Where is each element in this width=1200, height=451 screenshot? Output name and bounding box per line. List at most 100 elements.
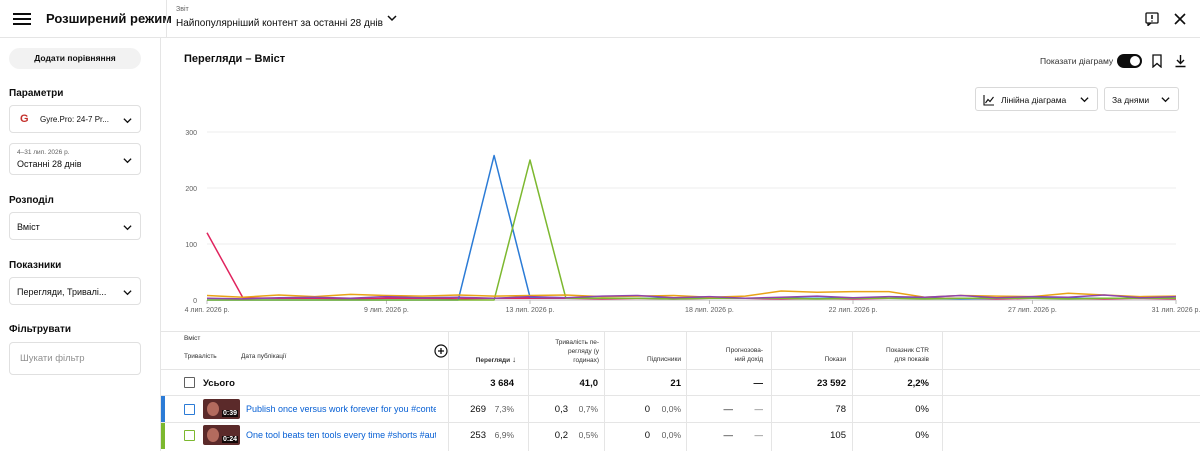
app-title: Розширений режим [46,11,172,26]
row-ctr: 0% [915,404,929,415]
row-views-pct: 6,9% [494,430,514,440]
parameters-label: Параметри [9,88,64,99]
views-line-chart: 0 100 200 300 4 лип. 2026 р. 9 лип. 2026 р. 13… [185,130,1200,314]
col-impressions-header[interactable]: Покази [824,356,846,363]
row-subs: 0 [644,404,650,415]
row-revenue-pct: — [754,430,764,440]
show-chart-label: Показати діаграму [1040,56,1114,66]
top-bar: Розширений режим Звіт Найпопулярніший ко… [0,0,1200,38]
bookmark-icon[interactable] [1151,54,1163,68]
col-divider [771,332,772,451]
col-ctr-line1: Показник CTR [885,347,929,354]
video-thumbnail[interactable]: 0:39 [203,399,240,419]
x-tick-label: 9 лип. 2026 р. [364,307,409,314]
chevron-down-icon [123,158,132,164]
channel-selector[interactable]: G Gyre.Pro: 24-7 Pr... [9,105,141,133]
row-ctr: 0% [915,430,929,441]
chevron-down-icon [1161,97,1170,103]
video-duration: 0:24 [221,436,238,443]
chevron-down-icon[interactable] [387,14,397,22]
download-icon[interactable] [1174,54,1187,68]
chevron-down-icon [1080,97,1089,103]
col-views-header[interactable]: Перегляди ↓ [456,355,516,365]
row-subs: 0 [644,430,650,441]
x-tick-label: 4 лип. 2026 р. [185,307,230,314]
show-chart-toggle[interactable] [1117,54,1142,68]
col-ctr-header[interactable]: Показник CTR для показів [856,346,929,364]
col-watchtime-line1: Тривалість пе- [555,339,599,346]
row-checkbox[interactable] [184,404,195,415]
sort-down-icon: ↓ [512,355,516,364]
total-subs: 21 [670,378,681,389]
series-line-4[interactable] [206,290,1177,298]
col-pubdate-header[interactable]: Дата публікації [241,353,287,360]
select-all-checkbox[interactable] [184,377,195,388]
data-table: Вміст Тривалість Дата публікації Перегля… [161,331,1200,451]
row-watchtime-pct: 0,5% [578,430,598,440]
y-tick-label: 300 [185,130,197,137]
col-subs-header[interactable]: Підписники [646,356,681,363]
close-icon[interactable] [1173,12,1187,26]
video-thumbnail[interactable]: 0:24 [203,425,240,445]
series-line-2[interactable] [207,154,1176,301]
col-views-label: Перегляди [475,357,511,364]
chart-type-dropdown[interactable]: Лінійна діаграма [975,87,1098,111]
col-divider [528,332,529,451]
row-views-pct: 7,3% [494,404,514,414]
total-label: Усього [203,378,235,389]
x-tick-label: 13 лип. 2026 р. [506,307,555,314]
granularity-label: За днями [1112,95,1150,105]
chart-type-label: Лінійна діаграма [1001,95,1067,105]
breakdown-label: Розподіл [9,195,54,206]
channel-value: Gyre.Pro: 24-7 Pr... [40,115,109,124]
menu-icon[interactable] [13,10,31,28]
add-metric-icon[interactable] [434,344,448,358]
col-revenue-header[interactable]: Прогнозова- ний дохід [691,346,763,364]
row-divider [161,369,1200,370]
row-views: 253 [470,430,486,441]
row-impressions: 78 [835,404,846,415]
row-watchtime-pct: 0,7% [578,404,598,414]
row-subs-pct: 0,0% [661,404,681,414]
toggle-knob [1130,56,1140,66]
video-title-link[interactable]: Publish once versus work forever for you… [246,404,436,414]
row-color-bar [161,396,165,422]
date-value: Останні 28 днів [17,159,82,169]
row-checkbox[interactable] [184,430,195,441]
series-line-1[interactable] [206,232,1177,300]
col-duration-header[interactable]: Тривалість [184,353,217,360]
y-tick-label: 0 [193,298,197,305]
report-selector[interactable]: Звіт Найпопулярніший контент за останні … [176,6,383,31]
filter-label: Фільтрувати [9,324,71,335]
thumbnail-face [207,402,219,416]
x-tick-label: 27 лип. 2026 р. [1008,307,1057,314]
date-range-selector[interactable]: 4–31 лип. 2026 р. Останні 28 днів [9,143,141,175]
col-watchtime-line3: годинах) [573,357,599,364]
report-value: Найпопулярніший контент за останні 28 дн… [176,18,383,29]
col-watchtime-header[interactable]: Тривалість пе- регляду (у годинах) [531,338,599,365]
video-title-link[interactable]: One tool beats ten tools every time #sho… [246,430,436,440]
row-watchtime: 0,2 [554,430,568,441]
thumbnail-face [207,428,219,442]
col-divider [448,332,449,451]
x-tick-label: 31 лип. 2026 р. [1152,307,1200,314]
col-divider [942,332,943,451]
series-line-5[interactable] [206,294,1177,300]
feedback-icon[interactable] [1145,12,1159,26]
row-divider [161,395,1200,396]
breakdown-selector[interactable]: Вміст [9,212,141,240]
row-revenue: — [723,430,734,441]
add-comparison-button[interactable]: Додати порівняння [9,48,141,69]
sidebar: Додати порівняння Параметри G Gyre.Pro: … [0,38,160,451]
total-watchtime: 41,0 [579,378,599,389]
granularity-dropdown[interactable]: За днями [1104,87,1179,111]
col-divider [686,332,687,451]
report-caption: Звіт [176,6,189,13]
filter-search-input[interactable]: Шукати фільтр [9,342,141,375]
y-tick-label: 100 [185,242,197,249]
x-tick-label: 22 лип. 2026 р. [829,307,878,314]
breakdown-value: Вміст [17,222,40,232]
series-line-3[interactable] [207,159,1176,301]
chevron-down-icon [123,225,132,231]
metrics-selector[interactable]: Перегляди, Тривалі... [9,277,141,305]
